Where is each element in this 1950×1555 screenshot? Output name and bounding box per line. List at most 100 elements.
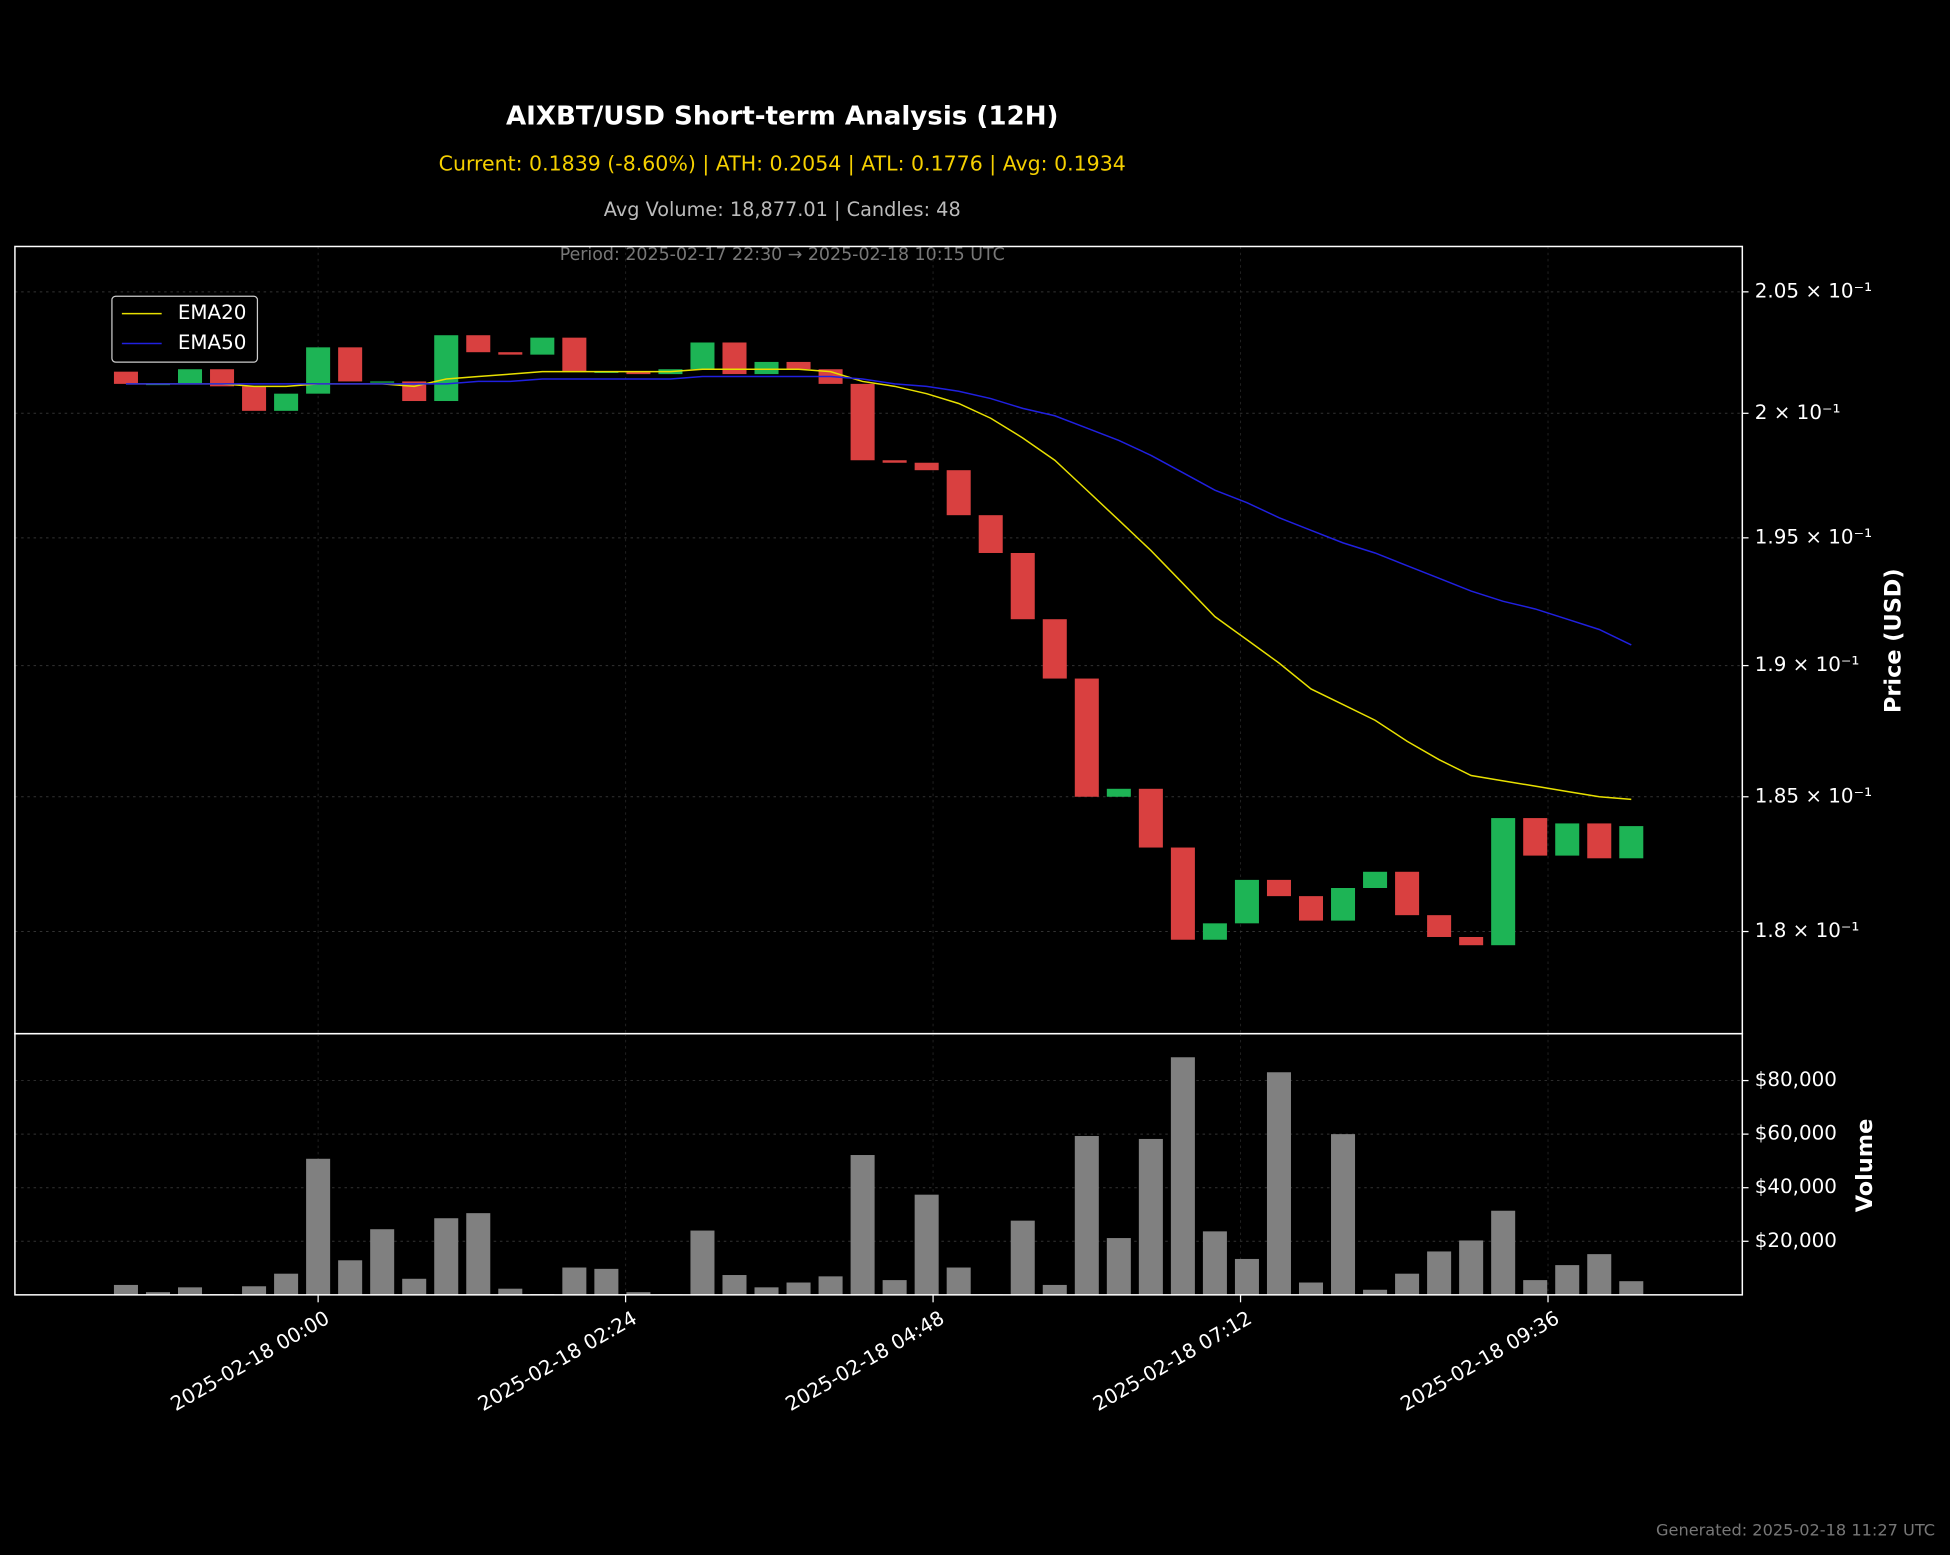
volume-bar <box>754 1287 779 1295</box>
candle-body <box>1138 788 1163 848</box>
volume-bar <box>1363 1289 1388 1295</box>
candle-body <box>466 335 491 353</box>
candle-body <box>1170 847 1195 940</box>
candle-body <box>690 342 715 370</box>
volume-bar <box>562 1267 587 1295</box>
volume-bar <box>946 1267 971 1295</box>
volume-bar <box>1587 1254 1612 1295</box>
candle-body <box>1459 936 1484 946</box>
volume-bar <box>1010 1220 1035 1295</box>
y-axis-label: Price (USD) <box>1881 568 1907 713</box>
volume-bar <box>274 1273 299 1295</box>
volume-bar <box>850 1155 875 1295</box>
volume-bar <box>914 1194 939 1295</box>
candle-body <box>210 369 235 387</box>
volume-bar <box>242 1286 267 1295</box>
candle-body <box>1619 826 1644 859</box>
candle-body <box>946 470 971 516</box>
subtitle: Current: 0.1839 (-8.60%) | ATH: 0.2054 |… <box>439 151 1126 176</box>
candle-body <box>1010 552 1035 620</box>
y-tick-label: 2 × 10⁻¹ <box>1755 401 1841 424</box>
y-tick-label: $20,000 <box>1755 1229 1837 1252</box>
candle-body <box>1491 818 1516 946</box>
volume-bar <box>466 1213 491 1295</box>
candle-body <box>1427 915 1452 937</box>
candle-body <box>1266 879 1291 897</box>
volume-bar <box>1619 1281 1644 1295</box>
volume-bar <box>1138 1138 1163 1295</box>
candle-body <box>530 337 555 355</box>
candle-body <box>338 347 363 382</box>
candle-body <box>1106 788 1131 797</box>
volume-bar <box>1170 1057 1195 1295</box>
volume-bar <box>1202 1231 1227 1295</box>
volume-bar <box>1459 1240 1484 1295</box>
candle-body <box>626 371 651 375</box>
y-tick-label: $40,000 <box>1755 1175 1837 1198</box>
volume-bar <box>786 1282 811 1295</box>
candle-body <box>1363 871 1388 889</box>
volume-bar <box>626 1292 651 1295</box>
chart-title: AIXBT/USD Short-term Analysis (12H) <box>506 102 1059 132</box>
candle-body <box>1074 678 1099 797</box>
volume-bar <box>594 1268 619 1295</box>
volume-bar <box>498 1288 523 1295</box>
y-tick-label: 2.05 × 10⁻¹ <box>1755 279 1872 302</box>
volume-bar <box>1523 1280 1548 1295</box>
y-tick-label: $80,000 <box>1755 1068 1837 1091</box>
y-axis-label: Volume <box>1852 1119 1878 1213</box>
candle-body <box>274 393 299 411</box>
volume-bar <box>1266 1072 1291 1295</box>
candle-body <box>1298 896 1324 921</box>
legend-label: EMA20 <box>178 301 247 324</box>
volume-bar <box>1555 1265 1580 1295</box>
candle-body <box>178 369 203 384</box>
candle-body <box>434 335 459 402</box>
legend-label: EMA50 <box>178 331 247 354</box>
annotation: Period: 2025-02-17 22:30 → 2025-02-18 10… <box>560 245 1005 265</box>
y-tick-label: 1.95 × 10⁻¹ <box>1755 525 1872 548</box>
candle-body <box>1331 888 1356 921</box>
y-tick-label: 1.8 × 10⁻¹ <box>1755 919 1860 942</box>
candle-body <box>1202 923 1227 940</box>
candle-body <box>1587 823 1612 859</box>
legend: EMA20 EMA50 <box>111 295 259 363</box>
volume-bar <box>1074 1136 1099 1295</box>
candle-body <box>498 352 523 355</box>
volume-bar <box>1234 1258 1259 1295</box>
y-tick-label: 1.9 × 10⁻¹ <box>1755 653 1860 676</box>
footer: Generated: 2025-02-18 11:27 UTC <box>1656 1521 1935 1540</box>
candle-body <box>370 381 395 383</box>
y-tick-label: 1.85 × 10⁻¹ <box>1755 784 1872 807</box>
volume-bar <box>690 1230 715 1295</box>
volume-bar <box>338 1260 363 1295</box>
candle-body <box>882 460 907 463</box>
volume-bar <box>1042 1284 1067 1295</box>
volume-bar <box>1298 1282 1324 1295</box>
volume-bar <box>113 1284 138 1295</box>
candle-body <box>914 462 939 471</box>
volume-bar <box>1427 1251 1452 1295</box>
volume-bar <box>306 1158 331 1295</box>
candle-body <box>786 361 811 370</box>
candle-body <box>113 371 138 384</box>
volume-bar <box>434 1218 459 1295</box>
volume-bar <box>722 1275 747 1295</box>
candle-body <box>1395 871 1420 916</box>
candle-body <box>1555 823 1580 856</box>
candle-body <box>242 386 267 411</box>
volume-bar <box>1395 1273 1420 1295</box>
candle-body <box>754 361 779 375</box>
volume-bar <box>145 1292 170 1295</box>
y-tick-label: $60,000 <box>1755 1122 1837 1145</box>
volume-bar <box>1106 1238 1131 1295</box>
candle-body <box>1523 818 1548 856</box>
candle-body <box>1234 879 1259 924</box>
volume-bar <box>178 1287 203 1295</box>
candle-body <box>562 337 587 372</box>
volume-bar <box>402 1278 427 1295</box>
volume-bar <box>1491 1210 1516 1295</box>
candle-body <box>1042 619 1067 679</box>
